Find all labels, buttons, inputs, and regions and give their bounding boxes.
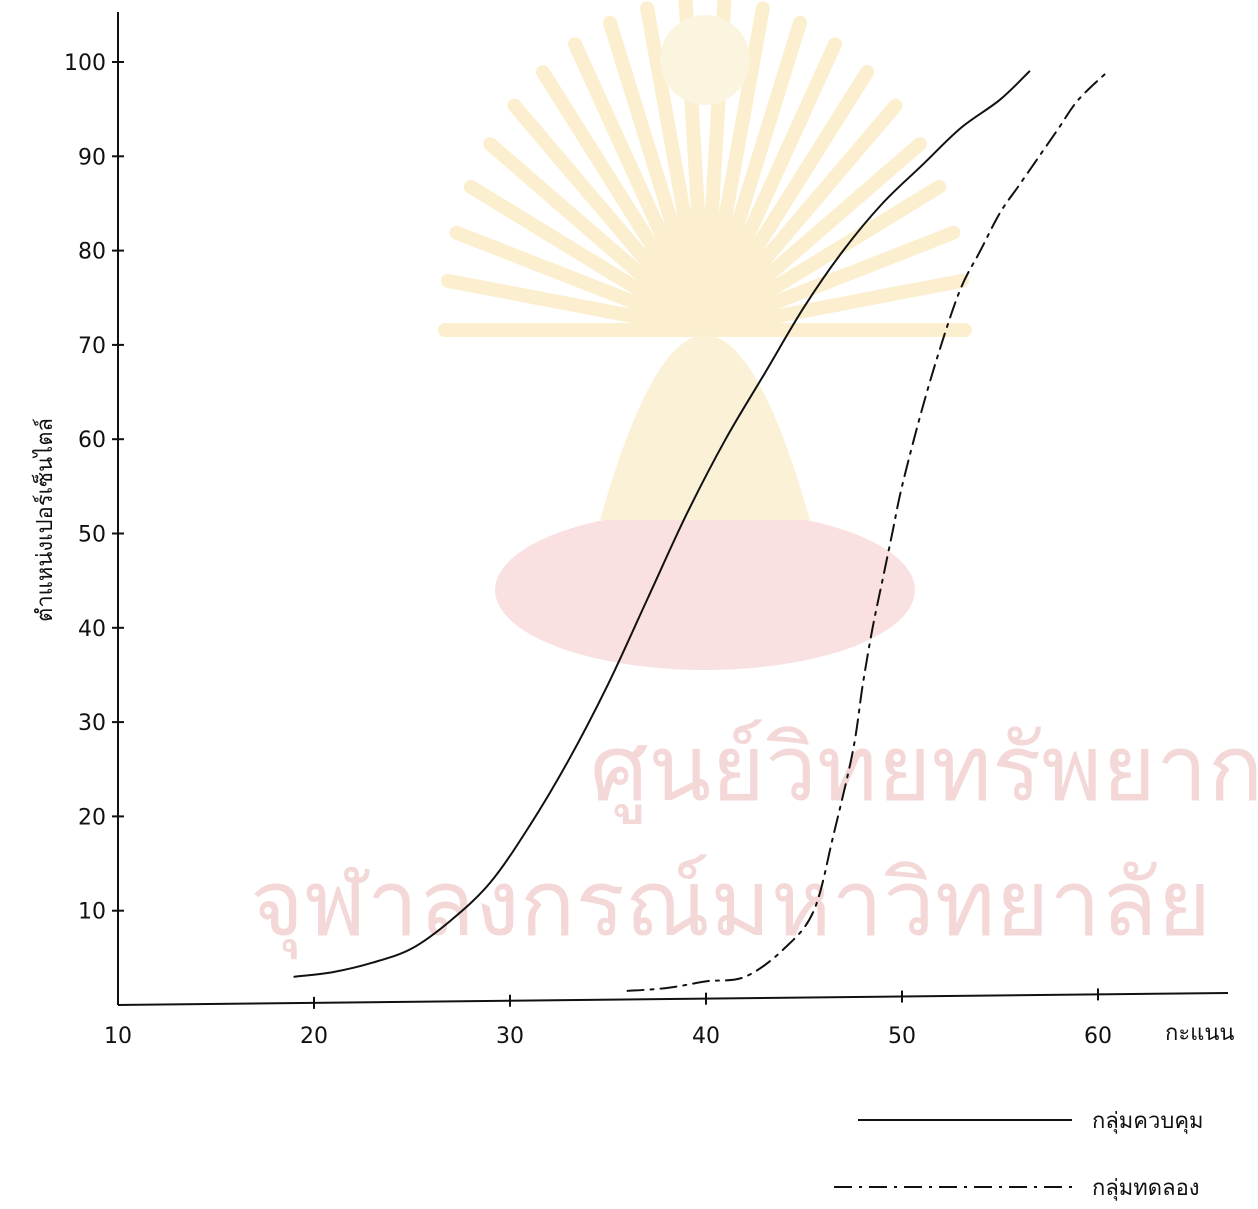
legend-label-control: กลุ่มควบคุม xyxy=(1092,1109,1204,1134)
series-line-experiment xyxy=(626,70,1109,992)
watermark-ray xyxy=(483,137,712,337)
watermark-emblem xyxy=(438,0,972,670)
watermark-ray xyxy=(698,98,903,337)
x-axis-title: กะแนน xyxy=(1165,1021,1234,1046)
y-tick-label: 60 xyxy=(78,428,106,453)
watermark-ray xyxy=(449,225,712,337)
watermark-line-1: ศูนย์วิทยทรัพยากร xyxy=(590,715,1258,824)
watermark-ray xyxy=(440,273,712,337)
x-tick-label: 20 xyxy=(300,1024,328,1049)
watermark-ray xyxy=(463,179,712,337)
y-tick-label: 50 xyxy=(78,523,106,548)
y-tick-label: 20 xyxy=(78,805,106,830)
watermark-ray xyxy=(698,225,961,337)
y-tick-label: 80 xyxy=(78,240,106,265)
y-ticks: 10 20 30 40 50 60 70 80 90 100 xyxy=(64,51,124,925)
watermark-ray xyxy=(698,179,947,337)
y-tick-label: 70 xyxy=(78,334,106,359)
y-tick-label: 100 xyxy=(64,51,106,76)
x-tick-label: 30 xyxy=(496,1024,524,1049)
y-tick-label: 30 xyxy=(78,711,106,736)
watermark-rays xyxy=(438,0,972,337)
y-axis-title: ตำแหน่งเปอร์เซ็นไตล์ xyxy=(30,418,58,622)
x-axis xyxy=(117,992,1229,1006)
x-ticks: 10 20 30 40 50 60 xyxy=(104,988,1112,1049)
x-tick-label: 40 xyxy=(692,1024,720,1049)
y-tick-label: 90 xyxy=(78,145,106,170)
x-tick-label: 50 xyxy=(888,1024,916,1049)
legend: กลุ่มควบคุม กลุ่มทดลอง xyxy=(834,1109,1204,1201)
x-tick-label: 10 xyxy=(104,1024,132,1049)
legend-label-experiment: กลุ่มทดลอง xyxy=(1092,1176,1200,1201)
y-tick-label: 10 xyxy=(78,900,106,925)
watermark-ray xyxy=(698,64,875,337)
series-line-control xyxy=(293,70,1031,978)
series-layer xyxy=(293,70,1109,992)
watermark-ray xyxy=(698,273,970,337)
x-tick-label: 60 xyxy=(1084,1024,1112,1049)
watermark-line-2: จุฬาลงกรณ์มหาวิทยาลัย xyxy=(250,850,1211,960)
y-tick-label: 40 xyxy=(78,617,106,642)
watermark-ray xyxy=(698,137,927,337)
